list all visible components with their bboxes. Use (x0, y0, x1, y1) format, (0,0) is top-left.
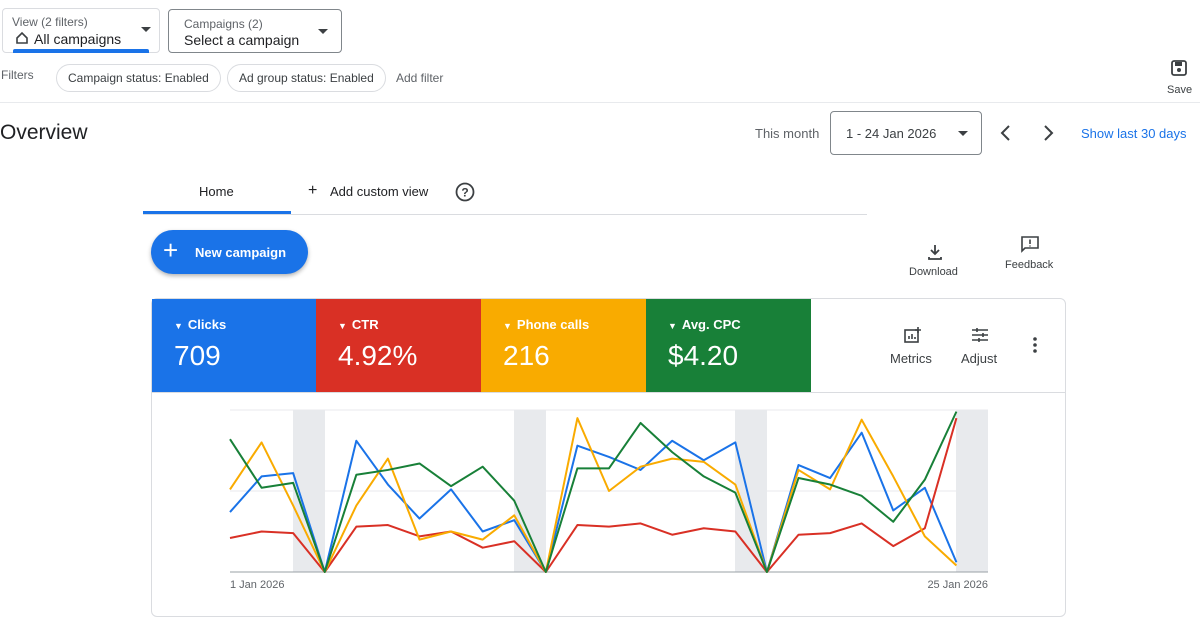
filter-chip[interactable]: Campaign status: Enabled (56, 64, 221, 92)
series-name: Avg. CPC (681, 317, 741, 332)
scorecard[interactable]: ▼ Phone calls 216 (481, 299, 646, 393)
card-divider (151, 392, 1066, 393)
more-menu[interactable] (1031, 336, 1039, 354)
campaign-filter-value: Select a campaign (184, 32, 300, 48)
metrics-icon (904, 327, 921, 343)
series-line (229, 411, 958, 573)
tabs-divider (143, 214, 867, 215)
active-indicator (13, 49, 149, 53)
dropdown-arrow (958, 131, 968, 136)
new-campaign-button[interactable]: + New campaign (151, 230, 308, 274)
date-range: 1 - 24 Jan 2026 (846, 126, 937, 141)
view-filter-label: View (2 filters) (12, 15, 88, 29)
series-name: Phone calls (516, 317, 590, 332)
x-tick-label: 25 Jan 2026 (927, 579, 988, 591)
svg-text:?: ? (461, 186, 468, 200)
help-icon[interactable]: ? (455, 182, 475, 202)
tab-indicator (143, 211, 291, 214)
overview-title: Overview (0, 121, 88, 144)
x-tick-label: 1 Jan 2026 (230, 579, 284, 591)
view-filter-value: All campaigns (34, 31, 122, 47)
metrics-button[interactable]: Metrics (890, 351, 932, 366)
new-campaign-label: New campaign (195, 245, 287, 260)
home-icon (16, 31, 28, 44)
dropdown-arrow (318, 29, 328, 34)
scorecard-value: 709 (174, 340, 221, 371)
save-icon (1171, 60, 1187, 76)
scorecard-value: 216 (503, 340, 550, 371)
series-name: CTR (351, 317, 379, 332)
series-name: Clicks (187, 317, 227, 332)
range-label: This month (755, 126, 820, 141)
show-last-link[interactable]: Show last 30 days (1081, 126, 1187, 141)
scorecard-name: ▼ CTR (338, 317, 481, 332)
date-range-picker[interactable]: 1 - 24 Jan 2026 (830, 111, 982, 155)
filter-chip[interactable]: Ad group status: Enabled (227, 64, 386, 92)
filters-label: Filters (1, 68, 34, 82)
download-button[interactable]: Download (909, 266, 958, 278)
dropdown-arrow (141, 27, 151, 32)
scorecard[interactable]: ▼ Clicks 709 (152, 299, 316, 393)
save-button[interactable]: Save (1167, 84, 1193, 96)
series-line (229, 417, 958, 573)
period-nav[interactable] (996, 124, 1056, 142)
download-icon (928, 245, 942, 260)
plus-icon: + (308, 182, 318, 199)
scorecard-name: ▼ Phone calls (503, 317, 646, 332)
add-filter[interactable]: Add filter (396, 71, 444, 85)
feedback-icon (1021, 236, 1039, 253)
scorecard-value: $4.20 (668, 340, 739, 371)
plus-icon: + (163, 235, 179, 265)
series-line (229, 431, 958, 573)
scorecard[interactable]: ▼ CTR 4.92% (316, 299, 481, 393)
caret-icon: ▼ (503, 321, 512, 331)
series-line (229, 417, 958, 573)
tab-home[interactable]: Home (199, 184, 234, 199)
caret-icon: ▼ (668, 321, 677, 331)
scorecard[interactable]: ▼ Avg. CPC $4.20 (646, 299, 811, 393)
campaign-filter-label: Campaigns (2) (184, 17, 263, 31)
scorecard-name: ▼ Avg. CPC (668, 317, 811, 332)
line-chart: 1 Jan 2026 25 Jan 2026 (229, 409, 988, 591)
view-filter[interactable]: View (2 filters) All campaigns (2, 8, 160, 53)
chart-card (151, 298, 1066, 617)
scorecard-name: ▼ Clicks (174, 317, 316, 332)
adjust-icon (972, 328, 988, 342)
caret-icon: ▼ (174, 321, 183, 331)
divider (0, 102, 1200, 103)
adjust-button[interactable]: Adjust (961, 351, 998, 366)
campaign-filter[interactable]: Campaigns (2) Select a campaign (168, 9, 342, 53)
caret-icon: ▼ (338, 321, 347, 331)
scorecard-value: 4.92% (338, 340, 418, 371)
tab-add-view[interactable]: Add custom view (330, 184, 429, 199)
feedback-button[interactable]: Feedback (1005, 259, 1054, 271)
